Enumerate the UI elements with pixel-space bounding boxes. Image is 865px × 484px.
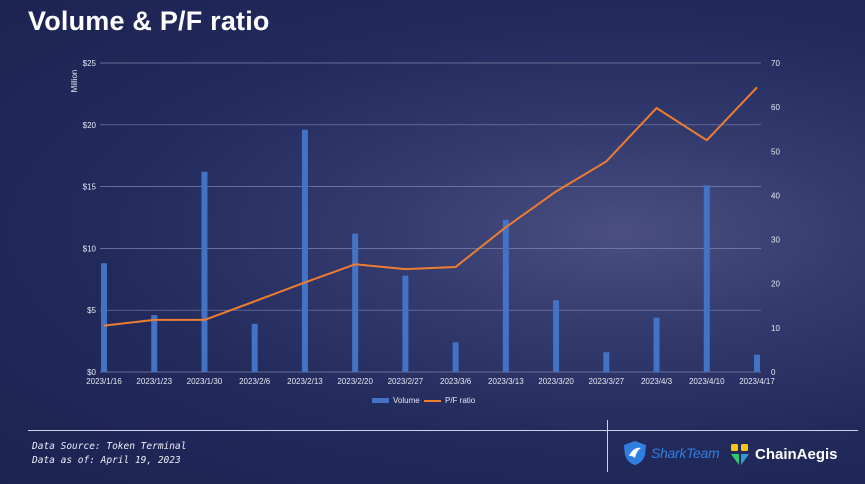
x-tick-label: 2023/4/3 xyxy=(641,377,673,386)
data-source-text: Data Source: Token Terminal xyxy=(32,441,187,452)
x-tick-label: 2023/4/17 xyxy=(739,377,775,386)
y-right-tick-label: 20 xyxy=(771,280,780,289)
x-tick-label: 2023/3/20 xyxy=(538,377,574,386)
y-left-tick-label: $0 xyxy=(87,368,96,377)
y-right-tick-label: 40 xyxy=(771,191,780,200)
sharkteam-logo: SharkTeam xyxy=(622,440,720,466)
volume-bar xyxy=(603,352,610,372)
legend-volume-swatch xyxy=(372,398,389,403)
volume-bar xyxy=(101,263,107,372)
y-left-tick-label: $25 xyxy=(83,59,97,68)
y-right-tick-label: 50 xyxy=(771,147,780,156)
y-left-tick-label: $20 xyxy=(83,121,97,130)
y-left-tick-label: $5 xyxy=(87,306,96,315)
y-left-tick-label: $15 xyxy=(83,183,97,192)
chainaegis-logo: ChainAegis xyxy=(729,441,838,467)
chart-svg: $0 $5 $10 $15 $20 $25 0 10 20 30 40 50 60 70 Million 20… xyxy=(70,59,780,405)
legend-pf-label: P/F ratio xyxy=(445,396,476,405)
x-tick-label: 2023/2/20 xyxy=(337,377,373,386)
footer-divider xyxy=(28,430,858,431)
y-right-tick-label: 30 xyxy=(771,236,780,245)
y-right-tick-label: 10 xyxy=(771,324,780,333)
data-date-text: Data as of: April 19, 2023 xyxy=(32,455,181,466)
x-tick-label: 2023/2/13 xyxy=(287,377,323,386)
sharkteam-shield-icon xyxy=(624,441,646,465)
footer-vertical-divider xyxy=(607,420,608,472)
x-tick-label: 2023/1/16 xyxy=(86,377,122,386)
pf-ratio-line xyxy=(103,86,758,327)
volume-bar xyxy=(502,219,509,372)
volume-bar xyxy=(703,185,710,372)
y-left-tick-label: $10 xyxy=(83,244,97,253)
x-tick-label: 2023/2/6 xyxy=(239,377,271,386)
volume-bar xyxy=(402,275,409,372)
volume-bar xyxy=(553,300,560,372)
y-right-tick-label: 0 xyxy=(771,368,776,377)
y-right-tick-label: 60 xyxy=(771,103,780,112)
sharkteam-logo-text: SharkTeam xyxy=(651,445,720,461)
volume-bar xyxy=(352,233,359,372)
volume-bar xyxy=(151,315,158,372)
volume-bar xyxy=(301,129,308,372)
x-tick-label: 2023/1/30 xyxy=(187,377,223,386)
chart-title: Volume & P/F ratio xyxy=(28,6,270,36)
chainaegis-logo-text: ChainAegis xyxy=(755,445,838,463)
x-tick-label: 2023/4/10 xyxy=(689,377,725,386)
x-tick-label: 2023/3/6 xyxy=(440,377,472,386)
volume-bar xyxy=(201,171,208,372)
volume-bar xyxy=(754,354,760,372)
x-tick-label: 2023/3/13 xyxy=(488,377,524,386)
volume-bar xyxy=(452,342,459,372)
y-right-tick-label: 70 xyxy=(771,59,780,68)
volume-bar xyxy=(653,317,660,372)
x-tick-label: 2023/3/27 xyxy=(589,377,625,386)
chainaegis-mark-icon xyxy=(731,444,749,465)
x-tick-label: 2023/1/23 xyxy=(136,377,172,386)
volume-bar xyxy=(251,323,258,372)
y-left-axis-label: Million xyxy=(70,70,79,93)
x-tick-label: 2023/2/27 xyxy=(388,377,424,386)
legend-volume-label: Volume xyxy=(393,396,420,405)
